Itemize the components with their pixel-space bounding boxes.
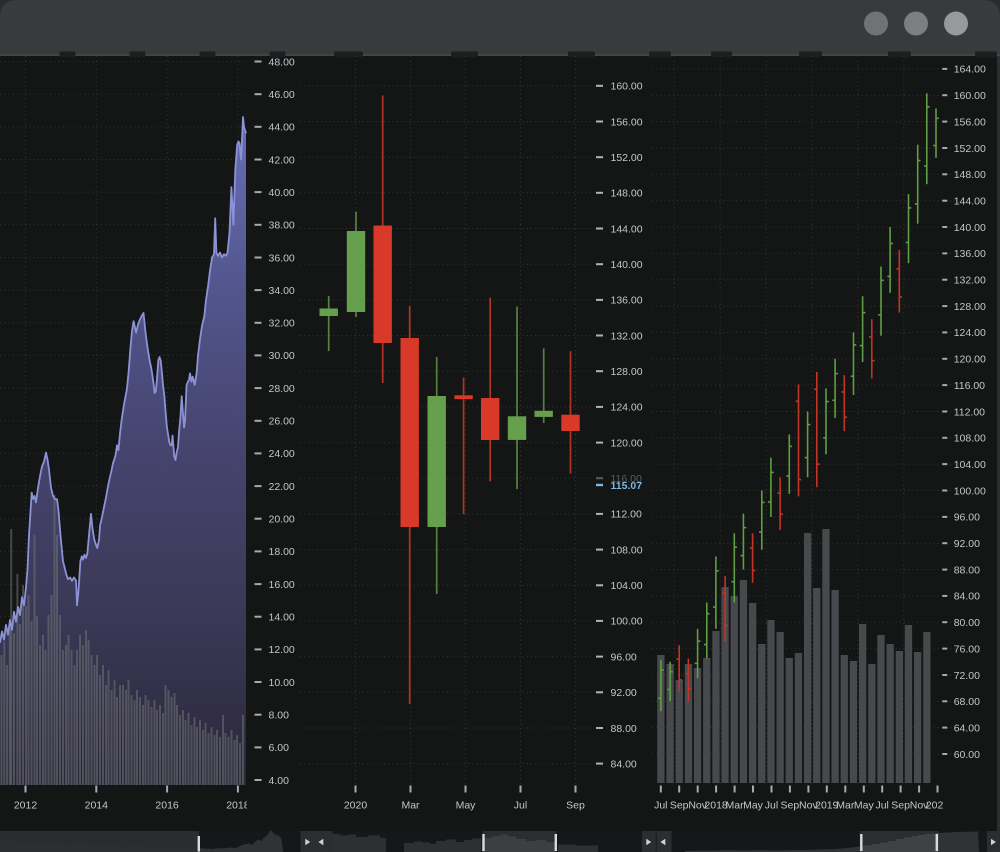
svg-text:144.00: 144.00	[611, 223, 643, 235]
svg-text:100.00: 100.00	[954, 485, 986, 497]
svg-text:10.00: 10.00	[269, 677, 295, 689]
svg-text:Mar: Mar	[401, 800, 420, 812]
svg-text:88.00: 88.00	[954, 564, 980, 576]
svg-text:112.00: 112.00	[954, 406, 985, 418]
svg-text:115.07: 115.07	[611, 480, 643, 492]
svg-text:128.00: 128.00	[954, 301, 986, 313]
svg-text:May: May	[743, 800, 764, 812]
svg-text:80.00: 80.00	[954, 617, 980, 629]
svg-text:132.00: 132.00	[954, 275, 986, 287]
svg-text:4.00: 4.00	[269, 775, 290, 787]
svg-text:48.00: 48.00	[269, 56, 295, 68]
svg-text:152.00: 152.00	[954, 143, 986, 155]
svg-text:96.00: 96.00	[954, 512, 980, 524]
svg-text:164.00: 164.00	[954, 64, 986, 76]
svg-text:156.00: 156.00	[954, 116, 986, 128]
svg-text:24.00: 24.00	[269, 448, 295, 460]
svg-text:2016: 2016	[155, 800, 179, 812]
svg-text:Nov: Nov	[910, 800, 929, 812]
svg-text:160.00: 160.00	[611, 81, 643, 93]
svg-text:84.00: 84.00	[611, 758, 637, 770]
svg-text:38.00: 38.00	[269, 220, 295, 232]
svg-text:68.00: 68.00	[954, 696, 980, 708]
svg-text:140.00: 140.00	[954, 222, 986, 234]
svg-text:30.00: 30.00	[269, 350, 295, 362]
svg-text:144.00: 144.00	[954, 196, 986, 208]
svg-text:26.00: 26.00	[269, 416, 295, 428]
svg-text:96.00: 96.00	[611, 651, 637, 663]
svg-text:2014: 2014	[85, 800, 109, 812]
svg-text:132.00: 132.00	[611, 330, 643, 342]
svg-text:124.00: 124.00	[611, 402, 643, 414]
svg-text:136.00: 136.00	[954, 248, 986, 260]
svg-text:108.00: 108.00	[954, 433, 986, 445]
svg-text:2018: 2018	[704, 800, 728, 812]
svg-text:108.00: 108.00	[611, 544, 643, 556]
svg-text:Jul: Jul	[765, 800, 778, 812]
svg-text:116.00: 116.00	[611, 473, 642, 485]
svg-text:84.00: 84.00	[954, 591, 980, 603]
svg-text:Nov: Nov	[799, 800, 818, 812]
svg-text:Jul: Jul	[514, 800, 527, 812]
svg-text:32.00: 32.00	[269, 318, 295, 330]
svg-text:156.00: 156.00	[611, 116, 643, 128]
svg-text:8.00: 8.00	[269, 710, 290, 722]
svg-text:2020: 2020	[926, 800, 950, 812]
svg-text:Mar: Mar	[836, 800, 855, 812]
svg-text:124.00: 124.00	[954, 327, 986, 339]
svg-text:116.00: 116.00	[954, 380, 985, 392]
svg-text:152.00: 152.00	[611, 152, 643, 164]
svg-text:2019: 2019	[815, 800, 839, 812]
svg-text:72.00: 72.00	[954, 670, 980, 682]
svg-text:34.00: 34.00	[269, 285, 295, 297]
svg-text:Sep: Sep	[781, 800, 800, 812]
svg-text:May: May	[854, 800, 875, 812]
svg-text:28.00: 28.00	[269, 383, 295, 395]
svg-text:2018: 2018	[226, 800, 250, 812]
svg-text:Nov: Nov	[688, 800, 707, 812]
svg-text:148.00: 148.00	[954, 169, 986, 181]
svg-text:112.00: 112.00	[611, 509, 642, 521]
svg-text:92.00: 92.00	[611, 687, 637, 699]
svg-text:88.00: 88.00	[611, 723, 637, 735]
svg-text:2020: 2020	[344, 800, 368, 812]
svg-text:Sep: Sep	[670, 800, 689, 812]
svg-text:104.00: 104.00	[954, 459, 986, 471]
svg-text:92.00: 92.00	[954, 538, 980, 550]
svg-text:76.00: 76.00	[954, 643, 980, 655]
svg-text:120.00: 120.00	[954, 354, 986, 366]
svg-text:Sep: Sep	[566, 800, 585, 812]
svg-text:128.00: 128.00	[611, 366, 643, 378]
svg-text:160.00: 160.00	[954, 90, 986, 102]
svg-text:Sep: Sep	[891, 800, 910, 812]
svg-text:140.00: 140.00	[611, 259, 643, 271]
svg-text:Jul: Jul	[875, 800, 888, 812]
svg-text:12.00: 12.00	[269, 644, 295, 656]
svg-text:18.00: 18.00	[269, 546, 295, 558]
svg-text:May: May	[456, 800, 477, 812]
svg-text:100.00: 100.00	[611, 616, 643, 628]
svg-text:120.00: 120.00	[611, 437, 643, 449]
svg-text:60.00: 60.00	[954, 749, 980, 761]
svg-text:136.00: 136.00	[611, 295, 643, 307]
svg-text:36.00: 36.00	[269, 252, 295, 264]
svg-text:42.00: 42.00	[269, 154, 295, 166]
svg-text:20.00: 20.00	[269, 514, 295, 526]
svg-text:6.00: 6.00	[269, 742, 290, 754]
svg-text:16.00: 16.00	[269, 579, 295, 591]
svg-text:104.00: 104.00	[611, 580, 643, 592]
svg-text:Mar: Mar	[726, 800, 745, 812]
svg-text:44.00: 44.00	[269, 122, 295, 134]
svg-text:46.00: 46.00	[269, 89, 295, 101]
svg-text:Jul: Jul	[654, 800, 667, 812]
svg-text:148.00: 148.00	[611, 188, 643, 200]
svg-text:64.00: 64.00	[954, 722, 980, 734]
svg-text:40.00: 40.00	[269, 187, 295, 199]
svg-text:2012: 2012	[14, 800, 38, 812]
svg-text:22.00: 22.00	[269, 481, 295, 493]
svg-text:14.00: 14.00	[269, 612, 295, 624]
